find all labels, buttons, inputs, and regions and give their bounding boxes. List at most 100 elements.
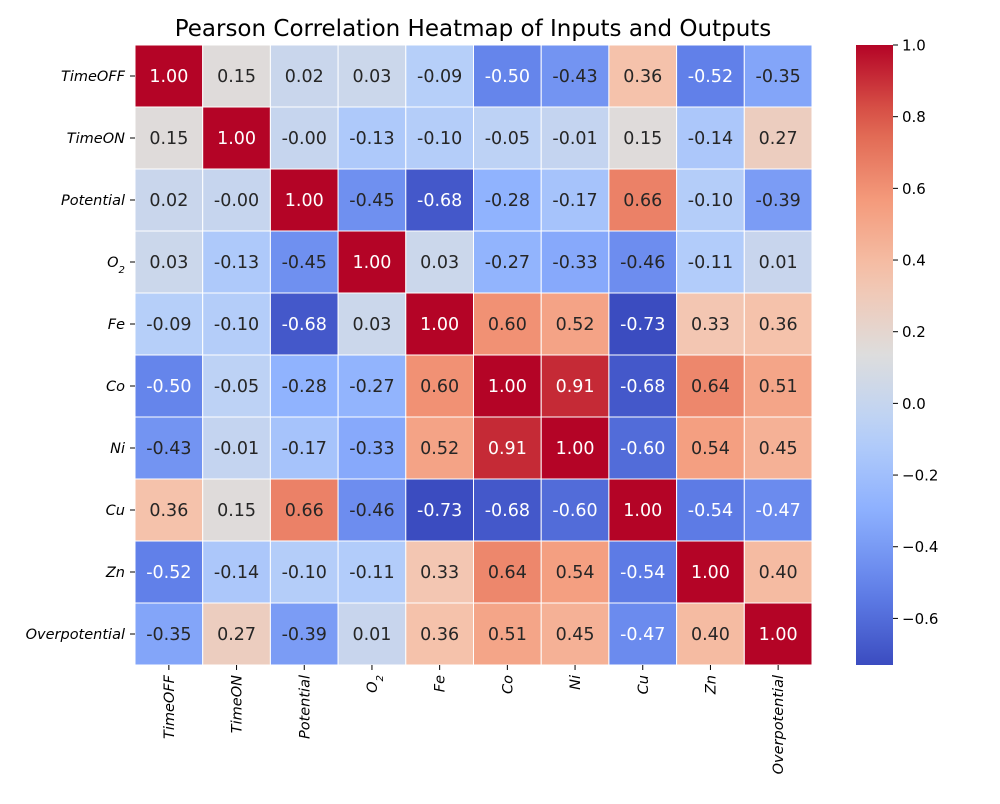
cell-value-label-5-2: -0.28 (282, 377, 327, 397)
cell-value-label-4-1: -0.10 (214, 315, 259, 335)
heatmap-cell-1-8 (676, 106, 745, 170)
cell-value-label-9-0: -0.35 (146, 625, 191, 645)
cell-value-label-4-3: 0.03 (352, 315, 391, 335)
cell-value-label-0-0: 1.00 (149, 67, 188, 87)
heatmap-cell-0-2 (269, 44, 339, 108)
heatmap-cell-7-3 (337, 478, 407, 542)
cell-value-label-7-1: 0.15 (217, 501, 256, 521)
chart-title: Pearson Correlation Heatmap of Inputs an… (175, 16, 772, 42)
colorbar-tick-label-4: 0.2 (902, 323, 926, 341)
x-tick-label-5: Co (500, 675, 516, 694)
heatmap-cell-0-1 (202, 44, 271, 108)
heatmap-cell-4-9 (743, 292, 813, 356)
cell-value-label-0-5: -0.50 (485, 67, 530, 87)
cell-value-label-6-5: 0.91 (488, 439, 527, 459)
cell-value-label-8-5: 0.64 (488, 563, 527, 583)
cell-value-label-3-1: -0.13 (214, 253, 259, 273)
cell-value-label-3-4: 0.03 (420, 253, 459, 273)
y-axis: TimeOFF TimeON Potential O2 Fe Co Ni Cu Zn Overpo… (26, 69, 135, 643)
heatmap-cell-0-5 (473, 44, 542, 108)
cell-value-label-7-0: 0.36 (149, 501, 188, 521)
y-tick-label-4: Fe (108, 317, 125, 333)
x-tick-label-9: Overpotential (771, 675, 787, 774)
heatmap-cell-6-9 (743, 416, 813, 480)
y-tick-label-9: Overpotential (26, 627, 125, 643)
cell-value-label-7-5: -0.68 (485, 501, 530, 521)
cell-value-label-2-5: -0.28 (485, 191, 530, 211)
heatmap-cell-6-8 (676, 416, 745, 480)
colorbar-tick-label-5: 0.4 (902, 252, 926, 270)
heatmap-cell-9-6 (540, 602, 610, 666)
cell-value-label-9-9: 1.00 (759, 625, 798, 645)
heatmap-cell-3-5 (473, 230, 542, 294)
cell-value-label-0-9: -0.35 (756, 67, 801, 87)
heatmap-cell-5-5 (473, 354, 542, 418)
cell-value-label-3-6: -0.33 (552, 253, 597, 273)
cell-value-label-1-4: -0.10 (417, 129, 462, 149)
cell-value-label-1-1: 1.00 (217, 129, 256, 149)
cell-value-label-6-9: 0.45 (759, 439, 798, 459)
heatmap-cell-5-0 (134, 354, 204, 418)
heatmap-cell-7-8 (676, 478, 745, 542)
heatmap-cell-0-3 (337, 44, 407, 108)
cell-value-label-0-3: 0.03 (352, 67, 391, 87)
cell-value-label-9-8: 0.40 (691, 625, 730, 645)
cell-value-label-7-3: -0.46 (349, 501, 394, 521)
cell-value-label-4-5: 0.60 (488, 315, 527, 335)
heatmap-cell-3-9 (743, 230, 813, 294)
heatmap-cell-2-2 (269, 168, 339, 232)
heatmap-cell-8-4 (405, 540, 474, 604)
y-tick-label-6: Ni (110, 441, 125, 457)
heatmap-cell-5-3 (337, 354, 407, 418)
heatmap-cell-7-9 (743, 478, 813, 542)
cell-value-label-5-9: 0.51 (759, 377, 798, 397)
heatmap-cell-4-1 (202, 292, 271, 356)
y-tick-label-5: Co (106, 379, 125, 395)
heatmap-cell-7-4 (405, 478, 474, 542)
heatmap-cell-4-5 (473, 292, 542, 356)
cell-value-label-3-2: -0.45 (282, 253, 327, 273)
heatmap-cell-1-1 (202, 106, 271, 170)
cell-value-label-8-7: -0.54 (620, 563, 665, 583)
cell-value-label-5-6: 0.91 (556, 377, 595, 397)
y-tick-label-7: Cu (106, 503, 125, 519)
heatmap-cell-7-5 (473, 478, 542, 542)
cell-value-label-2-6: -0.17 (552, 191, 597, 211)
cell-value-label-0-7: 0.36 (623, 67, 662, 87)
cell-value-label-7-9: -0.47 (756, 501, 801, 521)
cell-value-label-5-3: -0.27 (349, 377, 394, 397)
cell-value-label-9-5: 0.51 (488, 625, 527, 645)
cell-value-label-2-9: -0.39 (756, 191, 801, 211)
heatmap-cell-0-9 (743, 44, 813, 108)
cell-value-label-4-4: 1.00 (420, 315, 459, 335)
cell-value-label-5-0: -0.50 (146, 377, 191, 397)
cell-value-label-0-6: -0.43 (552, 67, 597, 87)
heatmap-cell-5-2 (269, 354, 339, 418)
heatmap-cell-2-7 (608, 168, 678, 232)
y-tick-label-8: Zn (105, 565, 125, 581)
colorbar-tick-label-3: 0.0 (902, 395, 926, 413)
cell-value-label-4-6: 0.52 (556, 315, 595, 335)
heatmap-cell-6-5 (473, 416, 542, 480)
cell-value-label-9-7: -0.47 (620, 625, 665, 645)
cell-value-label-2-8: -0.10 (688, 191, 733, 211)
heatmap-cell-4-7 (608, 292, 678, 356)
heatmap-cell-7-6 (540, 478, 610, 542)
heatmap-cell-9-1 (202, 602, 271, 666)
heatmap-cell-7-7 (608, 478, 678, 542)
cell-value-label-1-0: 0.15 (149, 129, 188, 149)
cell-value-label-8-6: 0.54 (556, 563, 595, 583)
heatmap-cell-2-1 (202, 168, 271, 232)
cell-value-label-1-6: -0.01 (552, 129, 597, 149)
y-tick-label-3: O2 (107, 255, 125, 276)
cell-value-label-0-4: -0.09 (417, 67, 462, 87)
x-tick-label-0: TimeOFF (162, 674, 178, 739)
colorbar-tick-label-0: −0.6 (902, 610, 938, 628)
heatmap-cell-3-6 (540, 230, 610, 294)
heatmap-cell-0-0 (134, 44, 204, 108)
heatmap-cell-2-0 (134, 168, 204, 232)
cell-value-label-9-2: -0.39 (282, 625, 327, 645)
cell-value-label-1-8: -0.14 (688, 129, 733, 149)
cell-value-label-0-8: -0.52 (688, 67, 733, 87)
cell-value-label-6-6: 1.00 (556, 439, 595, 459)
